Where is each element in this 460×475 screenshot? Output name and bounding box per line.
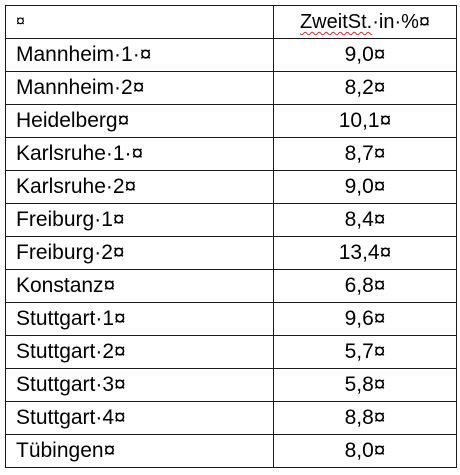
table-row: Mannheim·2¤ 8,2¤ <box>5 71 457 105</box>
value-cell[interactable]: 8,7¤ <box>273 137 457 171</box>
header-cell-district[interactable]: ¤ <box>5 5 274 39</box>
value-cell[interactable]: 9,0¤ <box>273 170 457 204</box>
district-cell[interactable]: Stuttgart·4¤ <box>5 401 274 435</box>
value-cell[interactable]: 6,8¤ <box>273 269 457 303</box>
value-cell[interactable]: 9,6¤ <box>273 302 457 336</box>
district-cell[interactable]: Stuttgart·3¤ <box>5 368 274 402</box>
district-cell[interactable]: Tübingen¤ <box>5 434 274 468</box>
district-cell[interactable]: Mannheim·2¤ <box>5 71 274 105</box>
spellcheck-word: ZweitSt. <box>299 11 373 33</box>
table-row: Karlsruhe·1·¤ 8,7¤ <box>5 137 457 171</box>
table-row: Mannheim·1·¤ 9,0¤ <box>5 38 457 72</box>
value-cell[interactable]: 9,0¤ <box>273 38 457 72</box>
district-cell[interactable]: Heidelberg¤ <box>5 104 274 138</box>
district-cell[interactable]: Stuttgart·1¤ <box>5 302 274 336</box>
table-row: Stuttgart·4¤ 8,8¤ <box>5 401 457 435</box>
district-cell[interactable]: Freiburg·2¤ <box>5 236 274 270</box>
header-row: ¤ ZweitSt.·in·%¤ <box>5 5 457 39</box>
value-cell[interactable]: 8,0¤ <box>273 434 457 468</box>
value-cell[interactable]: 10,1¤ <box>273 104 457 138</box>
value-cell[interactable]: 8,8¤ <box>273 401 457 435</box>
table-row: Konstanz¤ 6,8¤ <box>5 269 457 303</box>
district-cell[interactable]: Karlsruhe·2¤ <box>5 170 274 204</box>
district-cell[interactable]: Freiburg·1¤ <box>5 203 274 237</box>
data-table: ¤ ZweitSt.·in·%¤ Mannheim·1·¤ 9,0¤ Mannh… <box>5 5 457 468</box>
table-row: Stuttgart·3¤ 5,8¤ <box>5 368 457 402</box>
table-row: Heidelberg¤ 10,1¤ <box>5 104 457 138</box>
header-cell-share-rest: ·in·%¤ <box>372 11 431 33</box>
table-row: Stuttgart·1¤ 9,6¤ <box>5 302 457 336</box>
table-row: Freiburg·1¤ 8,4¤ <box>5 203 457 237</box>
table-row: Freiburg·2¤ 13,4¤ <box>5 236 457 270</box>
district-cell[interactable]: Karlsruhe·1·¤ <box>5 137 274 171</box>
value-cell[interactable]: 5,7¤ <box>273 335 457 369</box>
table-row: Tübingen¤ 8,0¤ <box>5 434 457 468</box>
header-cell-share[interactable]: ZweitSt.·in·%¤ <box>273 5 457 39</box>
value-cell[interactable]: 8,4¤ <box>273 203 457 237</box>
district-cell[interactable]: Stuttgart·2¤ <box>5 335 274 369</box>
district-cell[interactable]: Mannheim·1·¤ <box>5 38 274 72</box>
value-cell[interactable]: 13,4¤ <box>273 236 457 270</box>
district-cell[interactable]: Konstanz¤ <box>5 269 274 303</box>
value-cell[interactable]: 8,2¤ <box>273 71 457 105</box>
table-row: Karlsruhe·2¤ 9,0¤ <box>5 170 457 204</box>
value-cell[interactable]: 5,8¤ <box>273 368 457 402</box>
table-row: Stuttgart·2¤ 5,7¤ <box>5 335 457 369</box>
